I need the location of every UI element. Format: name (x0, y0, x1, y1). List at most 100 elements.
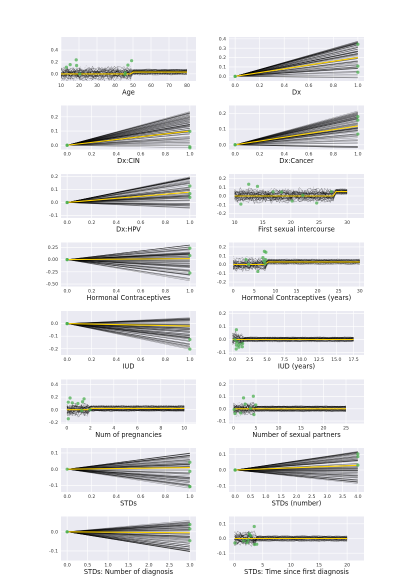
ice-line (235, 71, 358, 77)
sample-point (237, 345, 241, 349)
ice-line (66, 405, 185, 411)
ice-line (67, 202, 190, 208)
ice-line (61, 69, 188, 81)
sample-point (233, 338, 237, 342)
sample-point (254, 403, 258, 407)
x-tick-label: 1.0 (186, 357, 193, 363)
x-axis-label: STDs (120, 500, 137, 508)
ice-line (66, 408, 185, 416)
ice-line (67, 531, 190, 546)
ice-line (67, 323, 190, 347)
ice-line (235, 44, 358, 77)
y-tick-label: -0.1 (49, 483, 58, 489)
x-tick-label: 20 (344, 563, 350, 569)
ice-line (66, 405, 185, 416)
sample-point (188, 485, 192, 489)
ice-line (233, 258, 360, 267)
ice-line (232, 337, 354, 342)
y-tick-label: 0.0 (51, 529, 58, 535)
sample-point (356, 132, 360, 136)
x-tick-label: 0.6 (305, 152, 312, 158)
ice-line (235, 68, 358, 77)
sample-point (188, 337, 192, 342)
x-tick-label: 1.0 (104, 563, 111, 569)
ice-line (235, 144, 358, 148)
sample-point (256, 269, 260, 274)
y-tick-label: 0.0 (219, 337, 226, 343)
ice-line (67, 527, 190, 532)
x-tick-label: 10 (232, 220, 238, 226)
x-tick-label: 0.6 (137, 152, 144, 158)
y-tick-label: -0.1 (49, 549, 58, 555)
y-tick-label: 0.2 (51, 174, 58, 180)
ice-line (235, 469, 358, 478)
ice-line (67, 183, 190, 203)
x-axis-label: Dx:HPV (116, 226, 141, 234)
x-tick-label: 0.0 (63, 357, 70, 363)
sample-point (235, 340, 239, 344)
ice-line (67, 245, 190, 260)
subplot-3: 0.0 0.2 0.4 0.6 0.8 1.0 0.0 0.1 0.2 Dx:CIN (51, 105, 196, 165)
ice-line (67, 531, 190, 540)
ice-line (67, 469, 190, 489)
x-tick-label: 0.4 (281, 152, 288, 158)
ice-line (67, 531, 190, 538)
sample-point (241, 539, 246, 543)
ice-line (61, 72, 188, 81)
ice-line (235, 114, 358, 145)
x-axis-label: STDs: Number of diagnosis (84, 568, 174, 576)
ice-line (67, 259, 190, 274)
ice-lines (233, 249, 360, 274)
sample-point (188, 271, 192, 275)
x-tick-label: 0.8 (162, 289, 169, 295)
ice-line (66, 405, 185, 416)
sample-point (290, 199, 294, 203)
sample-point (126, 63, 130, 67)
ice-line (235, 61, 358, 77)
sample-point (75, 63, 79, 68)
x-tick-label: 0.4 (281, 83, 288, 89)
x-tick-label: 0.8 (162, 357, 169, 363)
ice-line (233, 259, 360, 265)
x-tick-label: 0.0 (231, 152, 238, 158)
x-tick-label: 0.8 (330, 152, 337, 158)
y-tick-label: 0.1 (51, 129, 58, 135)
x-tick-label: 3.0 (324, 494, 331, 500)
sample-point (356, 70, 360, 74)
y-tick-label: 0.0 (51, 467, 58, 473)
ice-line (67, 177, 190, 203)
y-tick-label: 0.2 (219, 245, 226, 251)
x-tick-label: 2.5 (166, 563, 173, 569)
pdp-line (235, 125, 358, 146)
ice-line (235, 452, 358, 471)
x-tick-label: 0.2 (88, 357, 95, 363)
x-tick-label: 0.4 (113, 494, 120, 500)
x-tick-label: 0.0 (63, 152, 70, 158)
sample-point (188, 522, 192, 527)
sample-point (247, 182, 251, 186)
ice-line (233, 404, 347, 408)
sample-point (188, 184, 192, 188)
x-tick-label: 15 (260, 220, 266, 226)
sample-point (233, 468, 237, 472)
ice-line (234, 537, 348, 545)
ice-line (234, 188, 348, 200)
ice-line (233, 403, 347, 412)
ice-line (235, 460, 358, 471)
ice-line (67, 253, 190, 260)
ice-line (232, 340, 354, 345)
x-tick-label: 0.2 (256, 83, 263, 89)
sample-point (356, 463, 360, 467)
x-tick-label: 0.0 (63, 563, 70, 569)
x-tick-label: 20 (321, 426, 327, 432)
ice-line (66, 406, 185, 409)
sample-point (65, 258, 69, 262)
ice-line (67, 469, 190, 477)
sample-point (301, 193, 305, 197)
x-tick-label: 3.0 (186, 563, 193, 569)
ice-line (234, 187, 348, 199)
ice-line (67, 319, 190, 324)
ice-line (67, 521, 190, 532)
y-tick-label: 0.3 (219, 46, 226, 52)
sample-point (356, 455, 360, 459)
